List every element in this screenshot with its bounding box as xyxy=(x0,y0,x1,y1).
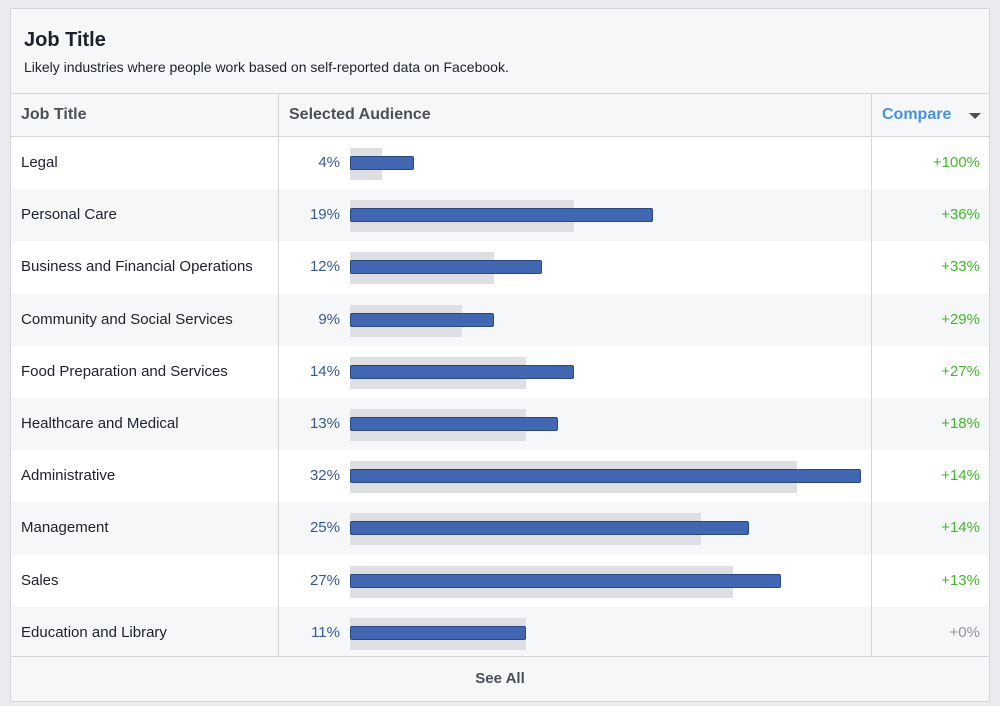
compare-value: +36% xyxy=(941,206,980,224)
job-title-label: Legal xyxy=(21,154,58,171)
audience-percent: 13% xyxy=(309,414,340,432)
table-row: Healthcare and Medical 13% +18% xyxy=(11,397,989,451)
selected-audience-bar xyxy=(350,625,526,640)
caret-down-icon[interactable] xyxy=(969,113,981,119)
table-row: Legal 4% +100% xyxy=(11,137,989,190)
panel-header: Job Title Likely industries where people… xyxy=(11,9,989,93)
selected-audience-bar xyxy=(350,416,558,431)
compare-value: +13% xyxy=(941,571,980,589)
compare-value: +27% xyxy=(941,362,980,380)
table-header: Job Title Selected Audience Compare xyxy=(11,94,989,137)
selected-audience-bar xyxy=(350,260,542,275)
audience-percent: 9% xyxy=(318,310,340,328)
panel-title: Job Title xyxy=(24,29,106,51)
job-title-label: Education and Library xyxy=(21,623,167,641)
table-body: Legal 4% +100% Personal Care 19% +36% Business… xyxy=(11,137,989,659)
compare-value: +0% xyxy=(949,623,980,641)
audience-percent: 32% xyxy=(309,467,340,485)
selected-audience-bar xyxy=(350,469,861,484)
compare-value: +14% xyxy=(941,467,980,485)
selected-audience-bar xyxy=(350,573,782,588)
job-title-table: Job Title Selected Audience Compare Lega… xyxy=(11,93,989,659)
selected-audience-bar xyxy=(350,312,494,327)
audience-percent: 12% xyxy=(309,258,340,276)
column-header-selected-audience: Selected Audience xyxy=(289,106,431,123)
job-title-label: Food Preparation and Services xyxy=(21,362,228,380)
table-row: Community and Social Services 9% +29% xyxy=(11,293,989,346)
job-title-label: Healthcare and Medical xyxy=(21,414,179,432)
compare-value: +100% xyxy=(932,154,980,171)
table-row: Management 25% +14% xyxy=(11,502,989,555)
selected-audience-bar xyxy=(350,364,574,379)
compare-value: +29% xyxy=(941,310,980,328)
compare-value: +18% xyxy=(941,414,980,432)
table-row: Education and Library 11% +0% xyxy=(11,606,989,659)
table-row: Business and Financial Operations 12% +33% xyxy=(11,241,989,294)
compare-value: +14% xyxy=(941,519,980,537)
panel-footer: See All xyxy=(11,656,989,701)
job-title-label: Community and Social Services xyxy=(21,310,233,328)
see-all-button[interactable]: See All xyxy=(475,670,525,687)
selected-audience-bar xyxy=(350,156,414,170)
audience-percent: 4% xyxy=(318,154,340,171)
compare-dropdown[interactable]: Compare xyxy=(882,106,952,123)
panel-subtitle: Likely industries where people work base… xyxy=(24,59,509,75)
compare-value: +33% xyxy=(941,258,980,276)
table-row: Administrative 32% +14% xyxy=(11,450,989,503)
audience-percent: 19% xyxy=(309,206,340,224)
table-row: Personal Care 19% +36% xyxy=(11,189,989,242)
selected-audience-bar xyxy=(350,208,654,223)
column-header-job-title: Job Title xyxy=(21,106,87,123)
job-title-label: Personal Care xyxy=(21,206,117,224)
job-title-label: Management xyxy=(21,519,109,537)
job-title-panel: Job Title Likely industries where people… xyxy=(10,8,990,702)
job-title-label: Administrative xyxy=(21,467,116,485)
job-title-label: Sales xyxy=(21,571,59,589)
audience-percent: 14% xyxy=(309,362,340,380)
selected-audience-bar xyxy=(350,521,750,536)
column-divider xyxy=(871,94,872,658)
job-title-label: Business and Financial Operations xyxy=(21,258,253,276)
column-divider xyxy=(278,94,279,658)
audience-percent: 11% xyxy=(311,623,340,641)
audience-percent: 25% xyxy=(309,519,340,537)
table-row: Sales 27% +13% xyxy=(11,554,989,607)
table-row: Food Preparation and Services 14% +27% xyxy=(11,345,989,398)
audience-percent: 27% xyxy=(309,571,340,589)
